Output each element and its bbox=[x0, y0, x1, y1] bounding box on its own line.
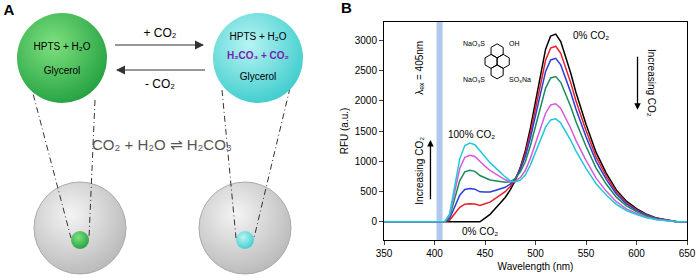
svg-text:NaO₃S: NaO₃S bbox=[463, 40, 485, 47]
svg-text:RFU (a.u.): RFU (a.u.) bbox=[339, 108, 350, 155]
svg-text:0% CO₂: 0% CO₂ bbox=[573, 30, 609, 41]
svg-text:HPTS + H₂O: HPTS + H₂O bbox=[230, 31, 287, 42]
svg-text:3000: 3000 bbox=[355, 35, 378, 46]
svg-text:H₂CO₃ + CO₂: H₂CO₃ + CO₂ bbox=[227, 50, 289, 61]
svg-text:NaO₃S: NaO₃S bbox=[463, 76, 485, 83]
svg-text:Glycerol: Glycerol bbox=[240, 71, 277, 82]
svg-text:Wavelength (nm): Wavelength (nm) bbox=[498, 261, 574, 272]
svg-text:Increasing CO₂: Increasing CO₂ bbox=[414, 137, 425, 205]
svg-text:500: 500 bbox=[360, 186, 377, 197]
svg-text:0% CO₂: 0% CO₂ bbox=[462, 226, 498, 237]
svg-text:OH: OH bbox=[509, 40, 520, 47]
svg-text:100% CO₂: 100% CO₂ bbox=[448, 129, 495, 140]
svg-text:2000: 2000 bbox=[355, 95, 378, 106]
svg-text:B: B bbox=[341, 0, 352, 16]
svg-text:CO₂ + H₂O ⇌ H₂CO₃: CO₂ + H₂O ⇌ H₂CO₃ bbox=[92, 136, 232, 153]
svg-text:λₑₓ = 405nm: λₑₓ = 405nm bbox=[414, 41, 425, 95]
svg-text:650: 650 bbox=[679, 248, 696, 259]
svg-text:+ CO₂: + CO₂ bbox=[144, 26, 177, 40]
svg-text:400: 400 bbox=[426, 248, 443, 259]
svg-text:1000: 1000 bbox=[355, 156, 378, 167]
svg-text:550: 550 bbox=[578, 248, 595, 259]
svg-text:500: 500 bbox=[527, 248, 544, 259]
svg-text:HPTS + H₂O: HPTS + H₂O bbox=[34, 41, 91, 52]
svg-text:- CO₂: - CO₂ bbox=[145, 77, 175, 91]
svg-text:0: 0 bbox=[371, 216, 377, 227]
svg-text:A: A bbox=[4, 1, 15, 18]
svg-text:600: 600 bbox=[628, 248, 645, 259]
svg-text:1500: 1500 bbox=[355, 126, 378, 137]
svg-text:Glycerol: Glycerol bbox=[44, 65, 81, 76]
svg-text:2500: 2500 bbox=[355, 65, 378, 76]
svg-text:450: 450 bbox=[477, 248, 494, 259]
svg-text:350: 350 bbox=[376, 248, 393, 259]
svg-text:SO₃Na: SO₃Na bbox=[509, 76, 531, 83]
svg-text:Increasing CO₂: Increasing CO₂ bbox=[646, 49, 657, 117]
